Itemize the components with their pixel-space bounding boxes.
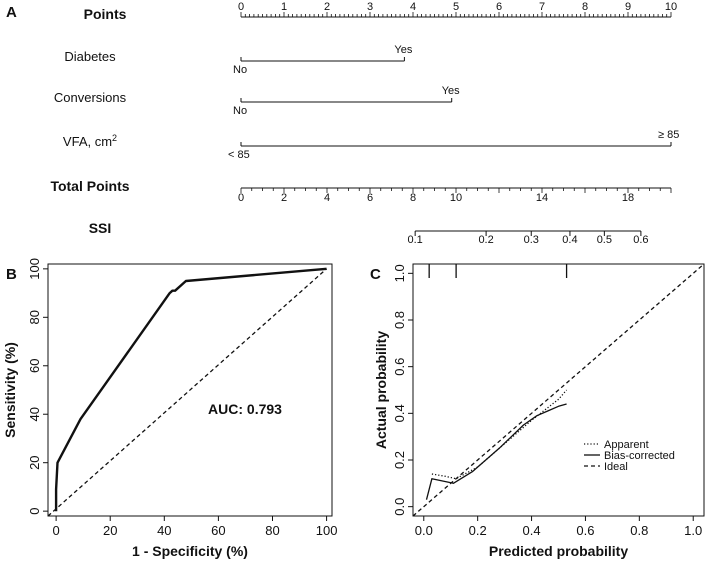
- x-tick-label: 0.2: [469, 523, 487, 538]
- ssi-tick-label: 0.3: [524, 234, 539, 246]
- vfa-level-low: < 85: [228, 149, 250, 161]
- series-reference-line: [47, 268, 328, 517]
- points-tick-label: 3: [367, 1, 373, 13]
- ssi-label: SSI: [89, 220, 112, 236]
- total-tick-label: 8: [410, 192, 416, 204]
- x-tick-label: 40: [157, 523, 171, 538]
- plot-frame: [47, 263, 333, 517]
- y-tick-label: 0.8: [392, 311, 407, 329]
- points-tick-label: 8: [582, 1, 588, 13]
- points-tick-label: 7: [539, 1, 545, 13]
- x-axis-label: 1 - Specificity (%): [132, 543, 248, 559]
- plot-frame: [412, 263, 705, 517]
- x-tick-label: 0.0: [415, 523, 433, 538]
- vfa-label: VFA, cm2: [63, 133, 117, 149]
- x-tick-label: 20: [103, 523, 117, 538]
- x-tick-label: 80: [265, 523, 279, 538]
- points-tick-label: 6: [496, 1, 502, 13]
- ssi-tick-label: 0.6: [633, 234, 648, 246]
- series-bias-corrected-line: [425, 403, 567, 500]
- x-tick-label: 1.0: [684, 523, 702, 538]
- total-tick-label: 10: [450, 192, 462, 204]
- panel-label-b: B: [6, 266, 17, 283]
- conversions-level-low: No: [233, 105, 247, 117]
- y-tick-label: 60: [27, 359, 42, 373]
- total-tick-label: 0: [238, 192, 244, 204]
- points-tick-label: 4: [410, 1, 416, 13]
- y-tick-label: 100: [27, 258, 42, 280]
- total-tick-label: 4: [324, 192, 330, 204]
- x-tick-label: 0.4: [523, 523, 541, 538]
- series-roc-line: [54, 267, 327, 512]
- points-label: Points: [84, 6, 127, 22]
- y-tick-label: 0.4: [392, 404, 407, 422]
- series-apparent-line: [431, 389, 568, 480]
- panel-label-a: A: [6, 4, 17, 21]
- y-tick-label: 0.2: [392, 451, 407, 469]
- y-tick-label: 1.0: [392, 264, 407, 282]
- x-tick-label: 0.8: [630, 523, 648, 538]
- roc-panel: 0 20 40 60 80 100 0 20 40 60 80 100 1 - Specificity …: [2, 258, 337, 559]
- points-tick-label: 9: [625, 1, 631, 13]
- legend-label: Apparent: [604, 439, 649, 451]
- total-tick-label: 18: [622, 192, 634, 204]
- total-tick-label: 2: [281, 192, 287, 204]
- points-tick-label: 5: [453, 1, 459, 13]
- points-tick-label: 1: [281, 1, 287, 13]
- auc-annotation: AUC: 0.793: [208, 401, 282, 417]
- total-tick-label: 14: [536, 192, 548, 204]
- panel-label-c: C: [370, 266, 381, 283]
- ssi-tick-label: 0.1: [408, 234, 423, 246]
- points-tick-label: 0: [238, 1, 244, 13]
- y-tick-label: 0: [27, 508, 42, 515]
- diabetes-level-low: No: [233, 64, 247, 76]
- ssi-tick-label: 0.5: [597, 234, 612, 246]
- conversions-level-high: Yes: [442, 85, 460, 97]
- points-tick-label: 10: [665, 1, 677, 13]
- x-axis-label: Predicted probability: [489, 543, 628, 559]
- legend-label: Ideal: [604, 461, 628, 473]
- ssi-tick-label: 0.4: [562, 234, 577, 246]
- total-points-label: Total Points: [50, 178, 129, 194]
- conversions-label: Conversions: [54, 90, 127, 105]
- ssi-tick-label: 0.2: [478, 234, 493, 246]
- series-ideal-line: [412, 263, 705, 517]
- x-tick-label: 0: [52, 523, 59, 538]
- y-tick-label: 0.0: [392, 498, 407, 516]
- y-tick-label: 40: [27, 407, 42, 421]
- calibration-panel: 0.0 0.2 0.4 0.6 0.8 1.0 0.0 0.2 0.4 0.6 0.8 1.0 Pred…: [373, 263, 705, 559]
- x-tick-label: 60: [211, 523, 225, 538]
- points-tick-label: 2: [324, 1, 330, 13]
- vfa-level-high: ≥ 85: [658, 129, 679, 141]
- diabetes-level-high: Yes: [394, 44, 412, 56]
- y-axis-label: Sensitivity (%): [2, 342, 18, 438]
- vfa-label-superscript: 2: [112, 133, 117, 143]
- total-tick-label: 6: [367, 192, 373, 204]
- y-tick-label: 80: [27, 310, 42, 324]
- legend-label: Bias-corrected: [604, 450, 675, 462]
- y-axis-label: Actual probability: [373, 331, 389, 449]
- y-tick-label: 0.6: [392, 358, 407, 376]
- x-tick-label: 100: [316, 523, 338, 538]
- diabetes-label: Diabetes: [64, 49, 116, 64]
- nomogram-panel: Points 0 1 2 3 4 5 6 7 8 9 10 Diabetes No Yes Conversio…: [50, 1, 679, 246]
- y-tick-label: 20: [27, 455, 42, 469]
- x-tick-label: 0.6: [576, 523, 594, 538]
